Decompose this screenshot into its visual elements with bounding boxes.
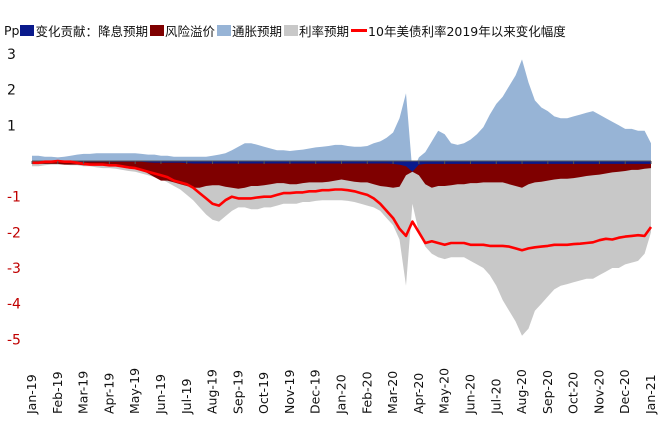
unit-label: Pp — [4, 22, 20, 38]
x-tick-label: Mar-20 — [385, 371, 400, 414]
legend-swatch-risk-premium — [150, 24, 164, 36]
x-tick-label: Jan-19 — [24, 374, 39, 415]
area-rate-expectation — [32, 161, 651, 336]
area-inflation-expectation — [32, 59, 651, 172]
x-tick-label: Feb-19 — [50, 371, 65, 414]
legend-item-inflation: 通胀预期 — [217, 21, 282, 40]
x-tick-label: Jan-20 — [334, 374, 349, 415]
legend-label-risk-premium: 风险溢价 — [165, 23, 216, 39]
series-line-10y-yield-change — [32, 159, 653, 252]
x-tick-label: Jan-21 — [643, 374, 658, 415]
legend-label-inflation: 通胀预期 — [232, 23, 283, 39]
legend-label-rate-expectation: 利率预期 — [299, 23, 350, 39]
y-tick-label: 2 — [7, 83, 16, 99]
x-tick-label: Nov-20 — [591, 369, 606, 414]
x-tick-label: Oct-20 — [566, 372, 581, 414]
y-tick-label: -4 — [7, 297, 21, 313]
x-tick-label: Nov-19 — [282, 369, 297, 414]
x-tick-label: Apr-19 — [101, 373, 116, 414]
legend-item-risk-premium: 风险溢价 — [150, 21, 215, 40]
x-tick-label: Mar-19 — [76, 371, 91, 414]
x-axis-ticks: Jan-19 Feb-19 Mar-19 Apr-19 May-19 Jun-19 Jul-… — [24, 161, 658, 415]
x-tick-label: Jul-20 — [488, 378, 503, 415]
y-tick-label: 1 — [7, 118, 16, 134]
legend: Pp 变化贡献：降息预期 风险溢价 通胀预期 利率预期 10年美债利率2019年… — [4, 20, 568, 40]
y-tick-label: -3 — [7, 261, 21, 277]
x-tick-label: Aug-20 — [514, 369, 529, 414]
legend-item-10y-yield-change: 10年美债利率2019年以来变化幅度 — [351, 21, 566, 40]
legend-label-rate-cut: 变化贡献：降息预期 — [35, 23, 148, 39]
y-axis-ticks: 3 2 1 -1 -2 -3 -4 -5 — [7, 47, 21, 348]
legend-label-10y-yield-change: 10年美债利率2019年以来变化幅度 — [368, 23, 566, 39]
legend-swatch-rate-expectation — [284, 24, 299, 36]
area-layer — [32, 59, 651, 336]
x-tick-label: Dec-20 — [617, 369, 632, 414]
x-tick-label: Jul-19 — [179, 378, 194, 415]
y-tick-label: -2 — [7, 225, 21, 241]
x-tick-label: Jun-19 — [153, 374, 168, 415]
y-tick-label: -5 — [7, 332, 21, 348]
x-tick-label: Dec-19 — [308, 369, 323, 414]
area-risk-premium — [32, 161, 651, 189]
x-tick-label: May-19 — [127, 368, 142, 414]
x-tick-label: Aug-19 — [205, 369, 220, 414]
x-tick-label: Oct-19 — [256, 372, 271, 414]
x-tick-label: Sep-20 — [540, 370, 555, 414]
y-tick-label: -1 — [7, 190, 21, 206]
legend-item-rate-cut: 变化贡献：降息预期 — [20, 21, 148, 40]
x-tick-label: May-20 — [437, 368, 452, 414]
x-tick-label: Apr-20 — [411, 373, 426, 414]
x-tick-label: Jun-20 — [462, 374, 477, 415]
legend-item-rate-expectation: 利率预期 — [284, 21, 349, 40]
y-tick-label: 3 — [7, 47, 16, 63]
legend-line-10y-yield-change — [351, 28, 368, 32]
legend-swatch-rate-cut — [20, 24, 35, 36]
legend-swatch-inflation — [217, 24, 232, 36]
x-tick-label: Sep-19 — [230, 370, 245, 414]
x-tick-label: Feb-20 — [359, 371, 374, 414]
